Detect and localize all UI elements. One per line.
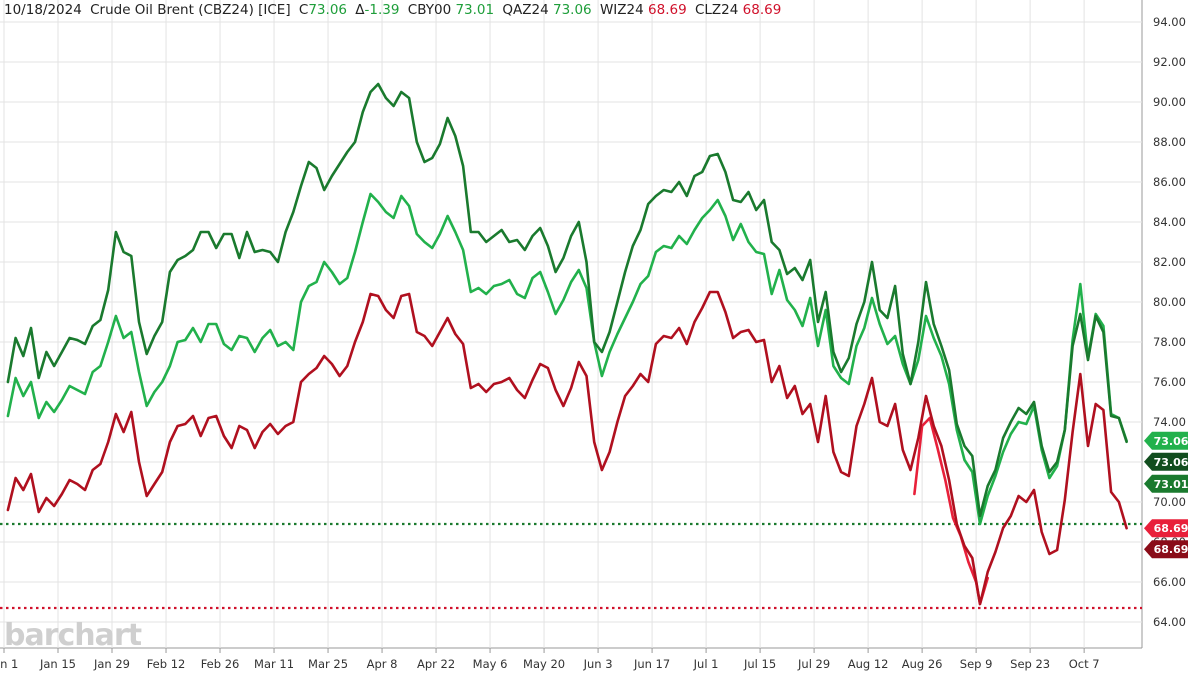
x-tick-label: Feb 26 (201, 657, 240, 671)
last-value-tag (1144, 452, 1188, 471)
x-tick-label: Sep 9 (960, 657, 993, 671)
x-axis: Jan 1 Jan 15 Jan 29 Feb 12 Feb 26 Mar 11 Mar 2… (0, 648, 1100, 671)
x-tick-label: Feb 12 (147, 657, 186, 671)
quote-qaz24-symbol: QAZ24 (502, 2, 549, 18)
last-value-tag-label: 68.69 (1154, 543, 1188, 556)
chart-grid (0, 0, 1143, 649)
y-tick-label: 74.00 (1153, 415, 1186, 429)
x-tick-label: Sep 23 (1010, 657, 1050, 671)
last-value-tag (1144, 540, 1188, 559)
x-tick-label: Jul 15 (743, 657, 776, 671)
x-tick-label: Jul 29 (797, 657, 830, 671)
header-change-label: Δ (355, 2, 365, 18)
x-tick-label: Apr 22 (417, 657, 455, 671)
last-value-tag-label: 68.69 (1154, 522, 1188, 535)
x-tick-label: Jan 29 (93, 657, 130, 671)
quote-wiz24-symbol: WIZ24 (599, 2, 644, 18)
last-value-tag (1144, 431, 1188, 450)
y-tick-label: 76.00 (1153, 375, 1186, 389)
x-tick-label: Jan 1 (0, 657, 18, 671)
x-tick-label: Jun 3 (583, 657, 613, 671)
y-tick-label: 66.00 (1153, 575, 1186, 589)
y-tick-label: 92.00 (1153, 55, 1186, 69)
quote-clz24-symbol: CLZ24 (694, 2, 739, 18)
quote-cby00-value: 73.01 (455, 2, 495, 18)
barchart-watermark-logo: barchart (4, 618, 142, 653)
series-line-qaz24 (6, 192, 1128, 526)
y-tick-label: 78.00 (1153, 335, 1186, 349)
x-tick-label: Mar 11 (254, 657, 294, 671)
quote-cby00-symbol: CBY00 (407, 2, 452, 18)
y-tick-label: 70.00 (1153, 495, 1186, 509)
series-line-wiz24 (913, 416, 989, 606)
x-tick-label: Apr 8 (367, 657, 398, 671)
quote-qaz24-value: 73.06 (553, 2, 592, 18)
x-tick-label: Aug 26 (902, 657, 943, 671)
y-tick-label: 82.00 (1153, 255, 1186, 269)
last-value-tag-label: 73.01 (1154, 478, 1188, 491)
x-tick-label: May 20 (523, 657, 565, 671)
y-tick-label: 64.00 (1153, 615, 1186, 629)
quote-wiz24-value: 68.69 (648, 2, 687, 18)
y-tick-label: 84.00 (1153, 215, 1186, 229)
y-axis: 64.0066.0068.0070.0072.0074.0076.0078.00… (1153, 15, 1186, 629)
quote-clz24-value: 68.69 (742, 2, 782, 18)
y-tick-label: 94.00 (1153, 15, 1186, 29)
header-close-value: 73.06 (308, 2, 347, 18)
last-value-tag (1144, 519, 1188, 538)
series-line-cby00 (6, 82, 1128, 518)
series-lines (6, 82, 1128, 606)
y-tick-label: 86.00 (1153, 175, 1186, 189)
x-tick-label: Jan 15 (39, 657, 76, 671)
last-value-tag-label: 73.06 (1154, 456, 1188, 469)
x-tick-label: Jun 17 (633, 657, 670, 671)
x-tick-label: Jul 1 (693, 657, 719, 671)
x-tick-label: Aug 12 (848, 657, 889, 671)
series-line-clz24 (6, 290, 1128, 606)
x-tick-label: Mar 25 (308, 657, 348, 671)
y-tick-label: 80.00 (1153, 295, 1186, 309)
header-change-value: -1.39 (364, 2, 400, 18)
y-tick-label: 90.00 (1153, 95, 1186, 109)
x-tick-label: May 6 (473, 657, 508, 671)
chart-header: 10/18/2024 Crude Oil Brent (CBZ24) [ICE]… (4, 2, 785, 18)
x-tick-label: Oct 7 (1069, 657, 1100, 671)
last-value-tags: 73.06 73.06 73.01 68.69 68.69 (1144, 431, 1188, 559)
header-date: 10/18/2024 (4, 2, 82, 18)
y-tick-label: 88.00 (1153, 135, 1186, 149)
header-symbol-name: Crude Oil Brent (CBZ24) [ICE] (90, 2, 291, 18)
header-close-label: C (298, 2, 309, 18)
last-value-tag-label: 73.06 (1154, 435, 1188, 448)
reference-lines (0, 522, 1142, 610)
last-value-tag (1144, 474, 1188, 493)
